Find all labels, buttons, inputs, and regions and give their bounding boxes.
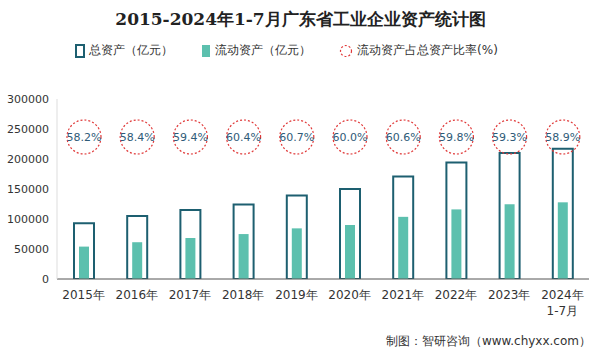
svg-text:0: 0 [42,273,49,286]
svg-text:2018年: 2018年 [222,288,265,302]
svg-text:60.4%: 60.4% [226,131,261,144]
svg-text:50000: 50000 [14,243,49,256]
html-text:总资产（亿元）: 总资产（亿元） [89,43,174,57]
html-text:2015-2024年1-7月广东省工业企业资产统计图: 2015-2024年1-7月广东省工业企业资产统计图 [115,9,486,29]
svg-text:2021年: 2021年 [382,288,425,302]
svg-text:2017年: 2017年 [169,288,212,302]
svg-text:2015年: 2015年 [62,288,105,302]
svg-text:58.9%: 58.9% [545,131,580,144]
svg-text:100000: 100000 [8,213,49,226]
svg-text:60.6%: 60.6% [386,131,421,144]
svg-text:59.3%: 59.3% [492,131,527,144]
svg-text:59.8%: 59.8% [439,131,474,144]
svg-text:2019年: 2019年 [275,288,318,302]
svg-text:250000: 250000 [8,123,49,136]
svg-text:2024年1-7月: 2024年1-7月 [541,288,584,318]
html-text:流动资产（亿元）: 流动资产（亿元） [215,43,312,57]
svg-text:200000: 200000 [8,153,49,166]
svg-text:2023年: 2023年 [488,288,531,302]
svg-text:2020年: 2020年 [328,288,371,302]
svg-text:300000: 300000 [8,93,49,106]
html-text:制图：智研咨询（www.chyxx.com）: 制图：智研咨询（www.chyxx.com） [385,334,591,348]
svg-text:60.0%: 60.0% [333,131,368,144]
svg-text:150000: 150000 [8,183,49,196]
svg-text:58.2%: 58.2% [67,131,102,144]
svg-text:2016年: 2016年 [116,288,159,302]
html-text:流动资产占总资产比率(%): 流动资产占总资产比率(%) [357,43,498,57]
svg-text:58.4%: 58.4% [120,131,155,144]
svg-text:2022年: 2022年 [435,288,478,302]
svg-text:59.4%: 59.4% [173,131,208,144]
svg-text:60.7%: 60.7% [279,131,314,144]
